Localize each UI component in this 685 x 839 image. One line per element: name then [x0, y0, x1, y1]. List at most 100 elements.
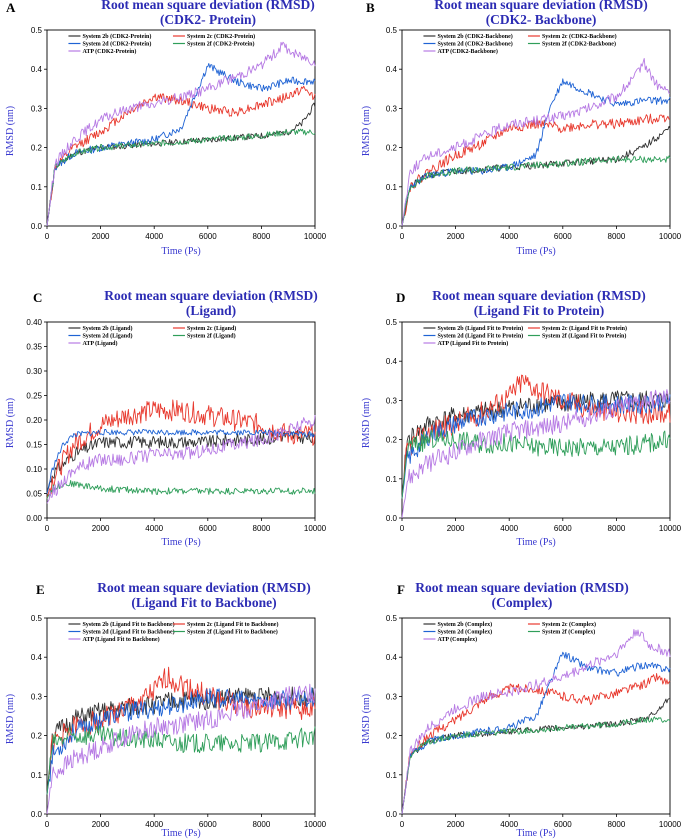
- chart-title-line: Root mean square deviation (RMSD): [434, 0, 648, 12]
- legend-entry: System 2d (CDK2-Backbone): [437, 41, 512, 48]
- y-tick-label: 0.4: [386, 653, 398, 662]
- series-line-1: [46, 102, 316, 227]
- y-tick-label: 0.3: [31, 104, 43, 113]
- y-tick-label: 0.40: [26, 318, 42, 327]
- chart-panel-c: C Root mean square deviation (RMSD)(Ligan…: [5, 288, 327, 548]
- x-tick-label: 4000: [145, 524, 163, 533]
- series-line-2: [46, 666, 316, 795]
- chart-title-line: (Ligand): [186, 303, 236, 318]
- y-tick-label: 0.5: [31, 26, 43, 35]
- y-tick-label: 0.25: [26, 392, 42, 401]
- series-line-3: [46, 687, 316, 795]
- legend-entry: System 2f (CDK2-Backbone): [542, 41, 616, 48]
- x-tick-label: 0: [45, 524, 50, 533]
- x-tick-label: 10000: [304, 524, 327, 533]
- y-tick-label: 0.4: [31, 653, 43, 662]
- y-tick-label: 0.5: [386, 26, 398, 35]
- x-tick-label: 0: [45, 232, 50, 241]
- x-tick-label: 2000: [92, 524, 110, 533]
- chart-panel-b: B Root mean square deviation (RMSD)(CDK2-…: [361, 0, 682, 257]
- x-tick-label: 4000: [500, 232, 518, 241]
- y-axis-title: RMSD (nm): [361, 106, 372, 156]
- series-line-5: [46, 41, 316, 227]
- chart-title-line: Root mean square deviation (RMSD): [432, 288, 646, 303]
- y-tick-label: 0.3: [386, 692, 398, 701]
- series-line-3: [46, 428, 316, 494]
- y-axis-title: RMSD (nm): [361, 694, 372, 744]
- panel-label: F: [397, 582, 405, 597]
- chart-panel-f: F Root mean square deviation (RMSD)(Compl…: [361, 580, 682, 839]
- y-tick-label: 0.1: [386, 183, 398, 192]
- y-tick-label: 0.1: [386, 771, 398, 780]
- legend-entry: ATP (CDK2-Backbone): [437, 48, 497, 55]
- series-line-4: [401, 716, 671, 815]
- panel-label: B: [366, 0, 375, 15]
- legend-entry: System 2d (Ligand Fit to Protein): [437, 333, 523, 340]
- panel-label: E: [36, 582, 45, 597]
- legend-entry: System 2d (CDK2-Protein): [82, 41, 151, 48]
- x-axis-title: Time (Ps): [161, 828, 200, 839]
- chart-title-line: Root mean square deviation (RMSD): [104, 288, 318, 303]
- y-tick-label: 0.1: [31, 771, 43, 780]
- chart-title-line: Root mean square deviation (RMSD): [415, 580, 629, 595]
- legend-entry: System 2d (Complex): [437, 629, 492, 636]
- x-axis-title: Time (Ps): [516, 828, 555, 839]
- chart-title-line: Root mean square deviation (RMSD): [101, 0, 315, 12]
- x-tick-label: 6000: [199, 524, 217, 533]
- y-tick-label: 0.2: [31, 144, 43, 153]
- chart-title-line: (CDK2- Protein): [160, 12, 256, 27]
- y-axis-title: RMSD (nm): [5, 398, 16, 448]
- panel-label: C: [33, 290, 42, 305]
- y-tick-label: 0.2: [386, 144, 398, 153]
- legend-entry: System 2f (Complex): [542, 629, 595, 636]
- y-tick-label: 0.10: [26, 465, 42, 474]
- x-tick-label: 2000: [447, 524, 465, 533]
- legend-entry: System 2b (CDK2-Backbone): [437, 33, 512, 40]
- x-axis-title: Time (Ps): [516, 537, 555, 548]
- legend-entry: System 2b (Ligand Fit to Protein): [437, 325, 523, 332]
- legend-entry: System 2c (Ligand Fit to Protein): [542, 325, 627, 332]
- y-tick-label: 0.00: [26, 514, 42, 523]
- chart-title-line: (Ligand Fit to Backbone): [131, 595, 276, 610]
- x-tick-label: 6000: [199, 232, 217, 241]
- y-tick-label: 0.3: [386, 396, 398, 405]
- x-tick-label: 0: [400, 524, 405, 533]
- x-axis-title: Time (Ps): [161, 537, 200, 548]
- series-line-4: [46, 479, 316, 499]
- series-line-4: [401, 429, 671, 499]
- y-tick-label: 0.5: [31, 614, 43, 623]
- x-tick-label: 8000: [608, 232, 626, 241]
- y-tick-label: 0.0: [386, 810, 398, 819]
- y-tick-label: 0.4: [386, 65, 398, 74]
- y-tick-label: 0.2: [31, 732, 43, 741]
- chart-panel-d: D Root mean square deviation (RMSD)(Ligan…: [361, 288, 682, 548]
- y-tick-label: 0.2: [386, 732, 398, 741]
- series-line-2: [46, 85, 316, 227]
- x-tick-label: 10000: [659, 820, 682, 829]
- legend-entry: ATP (Ligand): [82, 340, 117, 347]
- x-tick-label: 8000: [608, 820, 626, 829]
- legend-entry: System 2c (Ligand Fit to Backbone): [187, 621, 279, 628]
- x-tick-label: 8000: [253, 232, 271, 241]
- series-line-4: [46, 725, 316, 795]
- x-tick-label: 4000: [145, 820, 163, 829]
- chart-title-line: (Ligand Fit to Protein): [474, 303, 605, 318]
- legend-entry: System 2b (Ligand): [82, 325, 132, 332]
- x-tick-label: 2000: [447, 232, 465, 241]
- series-line-5: [401, 629, 671, 815]
- plot-frame: [46, 29, 316, 227]
- y-tick-label: 0.3: [31, 692, 43, 701]
- legend-entry: ATP (Complex): [437, 636, 477, 643]
- chart-panel-a: A Root mean square deviation (RMSD)(CDK2-…: [5, 0, 327, 257]
- panel-label: A: [6, 0, 16, 15]
- y-tick-label: 0.15: [26, 441, 42, 450]
- x-tick-label: 2000: [447, 820, 465, 829]
- series-line-3: [401, 78, 671, 227]
- x-tick-label: 6000: [199, 820, 217, 829]
- x-axis-title: Time (Ps): [516, 246, 555, 257]
- y-tick-label: 0.4: [386, 357, 398, 366]
- chart-panel-e: E Root mean square deviation (RMSD)(Ligan…: [5, 580, 327, 839]
- series-line-2: [401, 673, 671, 815]
- legend-entry: ATP (CDK2-Protein): [82, 48, 136, 55]
